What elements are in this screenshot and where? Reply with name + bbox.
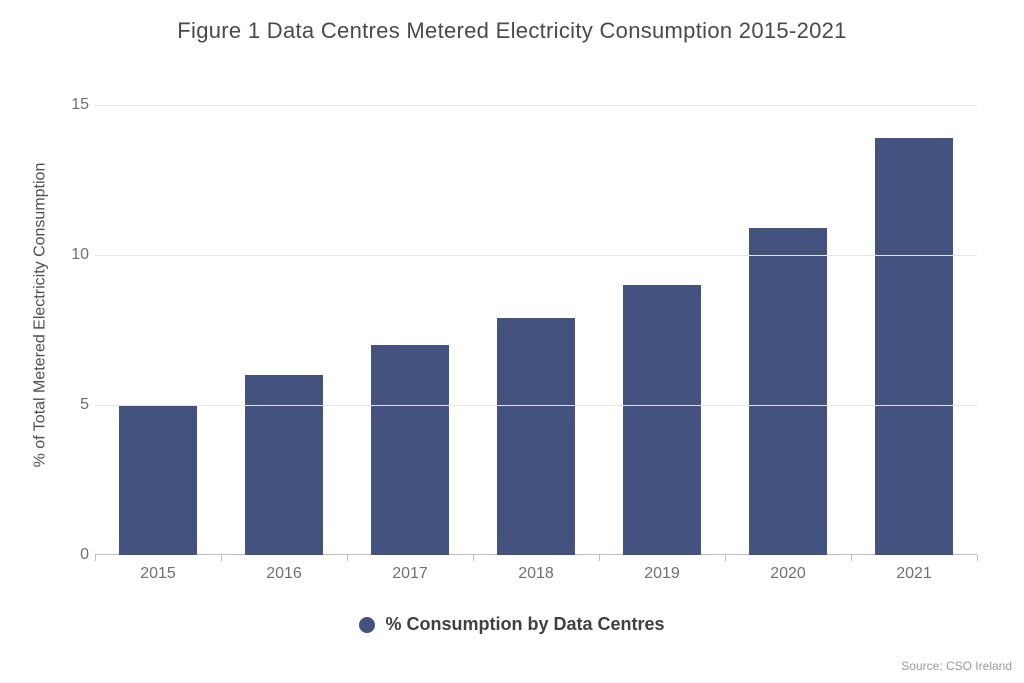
bar <box>875 138 953 555</box>
bar <box>371 345 449 555</box>
y-tick-label: 0 <box>55 546 89 564</box>
bars-layer <box>95 75 977 555</box>
x-tick-label: 2018 <box>518 565 554 583</box>
x-tick-mark <box>977 555 978 561</box>
x-tick-label: 2015 <box>140 565 176 583</box>
x-tick-mark <box>851 555 852 561</box>
grid-line <box>95 405 977 406</box>
bar <box>497 318 575 555</box>
x-tick-label: 2021 <box>896 565 932 583</box>
y-tick-label: 15 <box>55 96 89 114</box>
legend-marker <box>359 617 375 633</box>
grid-line <box>95 105 977 106</box>
bar <box>749 228 827 555</box>
chart-title: Figure 1 Data Centres Metered Electricit… <box>0 18 1024 44</box>
x-tick-label: 2016 <box>266 565 302 583</box>
legend-label: % Consumption by Data Centres <box>385 614 664 635</box>
y-tick-label: 10 <box>55 246 89 264</box>
bar <box>245 375 323 555</box>
x-tick-label: 2017 <box>392 565 428 583</box>
x-tick-mark <box>221 555 222 561</box>
legend: % Consumption by Data Centres <box>0 614 1024 635</box>
x-tick-mark <box>725 555 726 561</box>
y-axis-title-wrap: % of Total Metered Electricity Consumpti… <box>30 75 50 555</box>
plot-area: 0510152015201620172018201920202021 <box>95 75 977 555</box>
y-tick-label: 5 <box>55 396 89 414</box>
x-tick-label: 2019 <box>644 565 680 583</box>
grid-line <box>95 255 977 256</box>
x-tick-mark <box>347 555 348 561</box>
bar <box>119 405 197 555</box>
x-tick-mark <box>473 555 474 561</box>
bar <box>623 285 701 555</box>
x-tick-mark <box>95 555 96 561</box>
y-axis-title: % of Total Metered Electricity Consumpti… <box>31 163 49 468</box>
x-tick-mark <box>599 555 600 561</box>
x-tick-label: 2020 <box>770 565 806 583</box>
chart-source: Source: CSO Ireland <box>901 659 1012 673</box>
chart-container: Figure 1 Data Centres Metered Electricit… <box>0 0 1024 683</box>
